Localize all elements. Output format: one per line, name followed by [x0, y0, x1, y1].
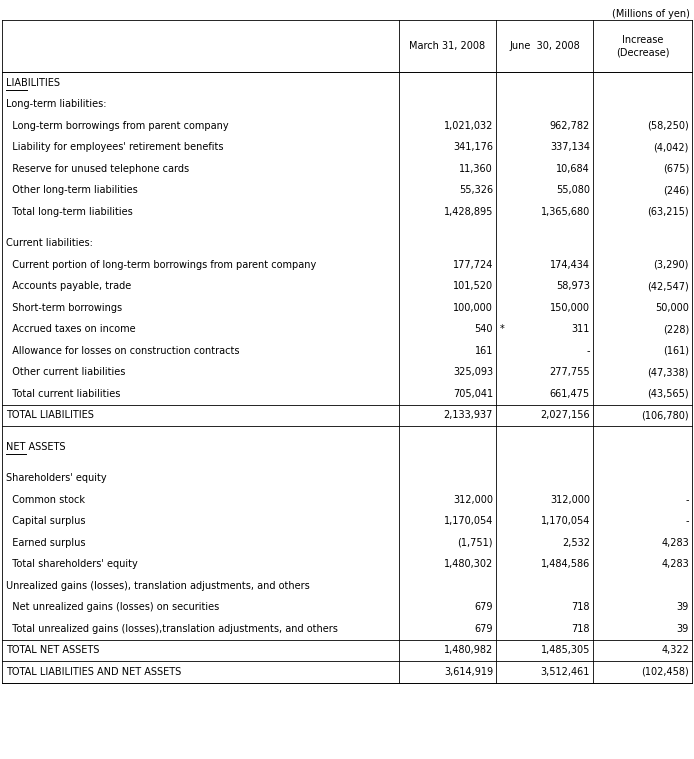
Text: -: - [586, 346, 590, 356]
Text: 2,133,937: 2,133,937 [443, 411, 493, 420]
Text: Accrued taxes on income: Accrued taxes on income [6, 324, 135, 334]
Text: (Millions of yen): (Millions of yen) [612, 9, 690, 19]
Text: (228): (228) [663, 324, 689, 334]
Text: (3,290): (3,290) [654, 260, 689, 269]
Text: 311: 311 [572, 324, 590, 334]
Text: (675): (675) [663, 164, 689, 174]
Text: -: - [686, 495, 689, 505]
Text: 55,326: 55,326 [459, 185, 493, 195]
Text: Accounts payable, trade: Accounts payable, trade [6, 282, 131, 291]
Text: Common stock: Common stock [6, 495, 85, 505]
Text: 1,480,982: 1,480,982 [443, 645, 493, 655]
Text: 718: 718 [571, 602, 590, 613]
Text: (106,780): (106,780) [641, 411, 689, 420]
Text: (1,751): (1,751) [457, 537, 493, 548]
Text: 3,614,919: 3,614,919 [444, 666, 493, 677]
Text: (102,458): (102,458) [641, 666, 689, 677]
Text: Earned surplus: Earned surplus [6, 537, 85, 548]
Text: 100,000: 100,000 [453, 303, 493, 313]
Text: Current portion of long-term borrowings from parent company: Current portion of long-term borrowings … [6, 260, 316, 269]
Text: 661,475: 661,475 [550, 389, 590, 398]
Text: 540: 540 [475, 324, 493, 334]
Text: 50,000: 50,000 [655, 303, 689, 313]
Text: 312,000: 312,000 [453, 495, 493, 505]
Text: Total current liabilities: Total current liabilities [6, 389, 120, 398]
Text: 312,000: 312,000 [550, 495, 590, 505]
Text: Total shareholders' equity: Total shareholders' equity [6, 559, 137, 569]
Text: 1,170,054: 1,170,054 [443, 516, 493, 526]
Text: 177,724: 177,724 [452, 260, 493, 269]
Text: 1,485,305: 1,485,305 [541, 645, 590, 655]
Text: Increase
(Decrease): Increase (Decrease) [616, 35, 669, 57]
Text: 705,041: 705,041 [453, 389, 493, 398]
Text: 1,484,586: 1,484,586 [541, 559, 590, 569]
Text: 341,176: 341,176 [453, 142, 493, 153]
Text: 1,021,032: 1,021,032 [443, 121, 493, 131]
Text: Long-term borrowings from parent company: Long-term borrowings from parent company [6, 121, 228, 131]
Text: Short-term borrowings: Short-term borrowings [6, 303, 122, 313]
Text: 679: 679 [475, 602, 493, 613]
Text: Shareholders' equity: Shareholders' equity [6, 474, 107, 483]
Text: (4,042): (4,042) [654, 142, 689, 153]
Text: (63,215): (63,215) [648, 206, 689, 217]
Text: -: - [686, 516, 689, 526]
Text: LIABILITIES: LIABILITIES [6, 77, 60, 88]
Text: TOTAL LIABILITIES AND NET ASSETS: TOTAL LIABILITIES AND NET ASSETS [6, 666, 181, 677]
Text: March 31, 2008: March 31, 2008 [409, 41, 486, 51]
Text: (43,565): (43,565) [648, 389, 689, 398]
Text: Capital surplus: Capital surplus [6, 516, 85, 526]
Text: (161): (161) [663, 346, 689, 356]
Text: 1,480,302: 1,480,302 [443, 559, 493, 569]
Text: 325,093: 325,093 [453, 367, 493, 377]
Text: 3,512,461: 3,512,461 [541, 666, 590, 677]
Text: 58,973: 58,973 [556, 282, 590, 291]
Text: TOTAL LIABILITIES: TOTAL LIABILITIES [6, 411, 94, 420]
Text: Total long-term liabilities: Total long-term liabilities [6, 206, 133, 217]
Text: *: * [500, 324, 505, 334]
Text: Other current liabilities: Other current liabilities [6, 367, 126, 377]
Text: 174,434: 174,434 [550, 260, 590, 269]
Text: 718: 718 [571, 624, 590, 634]
Text: Unrealized gains (losses), translation adjustments, and others: Unrealized gains (losses), translation a… [6, 581, 310, 591]
Text: 1,170,054: 1,170,054 [541, 516, 590, 526]
Text: NET ASSETS: NET ASSETS [6, 442, 65, 452]
Text: Liability for employees' retirement benefits: Liability for employees' retirement bene… [6, 142, 223, 153]
Text: Reserve for unused telephone cards: Reserve for unused telephone cards [6, 164, 189, 174]
Text: 962,782: 962,782 [550, 121, 590, 131]
Text: Total unrealized gains (losses),translation adjustments, and others: Total unrealized gains (losses),translat… [6, 624, 338, 634]
Text: 55,080: 55,080 [556, 185, 590, 195]
Text: 150,000: 150,000 [550, 303, 590, 313]
Text: June  30, 2008: June 30, 2008 [509, 41, 580, 51]
Text: 101,520: 101,520 [453, 282, 493, 291]
Text: 679: 679 [475, 624, 493, 634]
Text: 10,684: 10,684 [557, 164, 590, 174]
Text: Other long-term liabilities: Other long-term liabilities [6, 185, 137, 195]
Text: (42,547): (42,547) [648, 282, 689, 291]
Text: 1,365,680: 1,365,680 [541, 206, 590, 217]
Text: 277,755: 277,755 [550, 367, 590, 377]
Text: 39: 39 [677, 602, 689, 613]
Text: 39: 39 [677, 624, 689, 634]
Text: 2,027,156: 2,027,156 [541, 411, 590, 420]
Text: Allowance for losses on construction contracts: Allowance for losses on construction con… [6, 346, 239, 356]
Text: Current liabilities:: Current liabilities: [6, 238, 93, 248]
Text: 161: 161 [475, 346, 493, 356]
Text: (58,250): (58,250) [648, 121, 689, 131]
Text: Long-term liabilities:: Long-term liabilities: [6, 99, 106, 109]
Text: TOTAL NET ASSETS: TOTAL NET ASSETS [6, 645, 99, 655]
Text: 337,134: 337,134 [550, 142, 590, 153]
Text: 2,532: 2,532 [562, 537, 590, 548]
Text: (246): (246) [663, 185, 689, 195]
Text: (47,338): (47,338) [648, 367, 689, 377]
Text: 4,322: 4,322 [661, 645, 689, 655]
Text: 4,283: 4,283 [661, 559, 689, 569]
Text: Net unrealized gains (losses) on securities: Net unrealized gains (losses) on securit… [6, 602, 219, 613]
Text: 11,360: 11,360 [459, 164, 493, 174]
Text: 4,283: 4,283 [661, 537, 689, 548]
Text: 1,428,895: 1,428,895 [443, 206, 493, 217]
